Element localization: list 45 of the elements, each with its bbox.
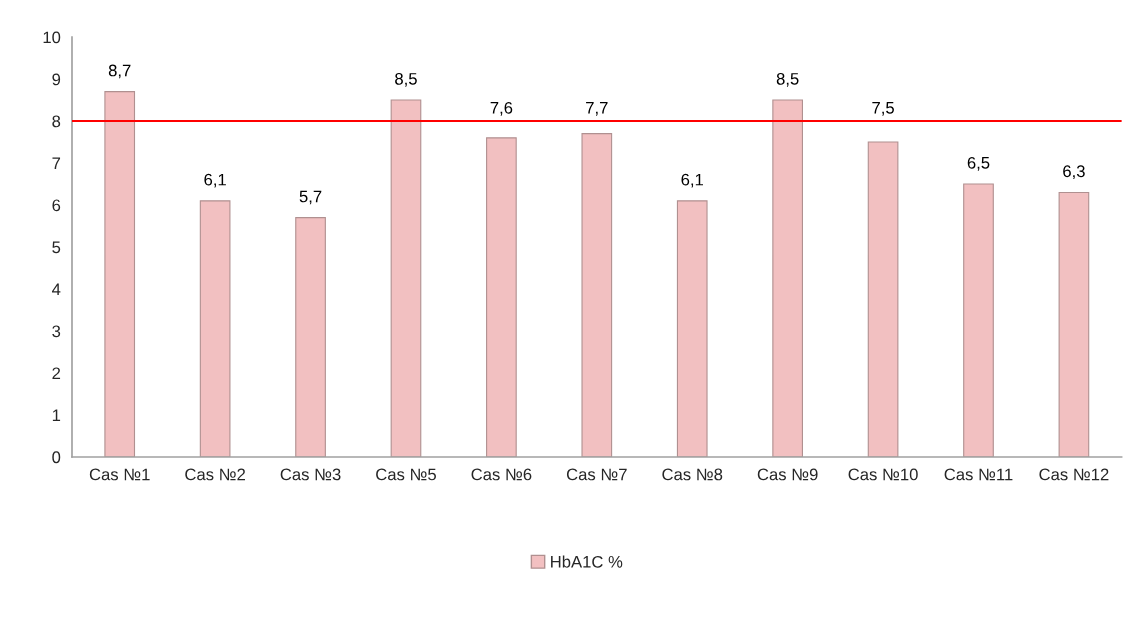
legend-label: HbA1C % [551, 555, 623, 568]
bar [104, 91, 136, 457]
y-tick-label: 9 [52, 73, 61, 86]
data-label: 7,6 [490, 101, 513, 116]
y-tick-label: 2 [52, 367, 61, 380]
bar [676, 200, 708, 457]
y-tick-label: 6 [52, 199, 61, 212]
data-label: 7,5 [872, 102, 894, 116]
data-label: 6,5 [967, 156, 990, 171]
data-label: 6,3 [1063, 165, 1085, 180]
x-tick-label: Cas №12 [1039, 468, 1109, 481]
x-tick-label: Cas №11 [944, 468, 1013, 481]
y-tick-label: 1 [52, 409, 61, 422]
y-tick-label: 3 [52, 325, 61, 338]
x-tick-label: Cas №8 [662, 468, 723, 481]
y-tick-label: 7 [52, 157, 61, 170]
x-tick-label: Cas №2 [185, 468, 245, 481]
bar [581, 133, 613, 457]
data-label: 6,1 [204, 173, 226, 188]
bar [963, 183, 994, 457]
y-tick-label: 0 [52, 451, 61, 464]
data-label: 8,5 [776, 72, 799, 87]
y-tick-label: 10 [43, 31, 61, 44]
x-tick-label: Cas №3 [280, 468, 341, 481]
data-label: 8,5 [395, 72, 417, 87]
bar [199, 200, 231, 457]
bar [867, 141, 899, 457]
y-tick-label: 4 [52, 283, 61, 296]
data-label: 7,7 [586, 102, 608, 116]
y-tick-label: 5 [52, 241, 61, 254]
bar [486, 137, 517, 457]
bar [772, 99, 803, 457]
x-tick-label: Cas №5 [376, 468, 436, 481]
data-label: 6,1 [681, 173, 704, 188]
bar [295, 217, 326, 457]
x-tick-label: Cas №7 [566, 468, 627, 481]
x-tick-label: Cas №10 [848, 468, 918, 481]
x-tick-label: Cas №9 [757, 468, 818, 481]
x-tick-label: Cas №1 [89, 468, 150, 481]
bar [1058, 191, 1090, 457]
data-label: 8,7 [108, 64, 131, 79]
y-tick-label: 8 [52, 115, 61, 128]
bar [390, 99, 422, 457]
data-label: 5,7 [299, 190, 322, 205]
x-tick-label: Cas №6 [471, 468, 532, 481]
